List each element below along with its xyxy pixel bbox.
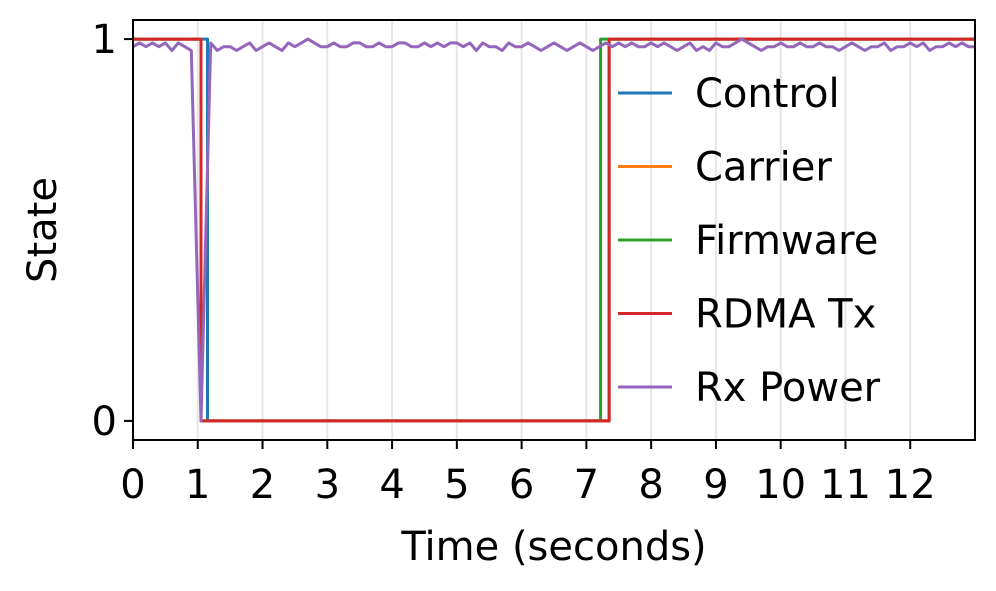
plot-frame (132, 19, 976, 441)
x-tick-label-6: 6 (509, 462, 534, 508)
x-axis-label: Time (seconds) (400, 524, 706, 570)
x-tick-label-0: 0 (120, 462, 145, 508)
legend-label-0: Control (695, 71, 840, 117)
x-tick-label-12: 12 (885, 462, 936, 508)
x-tick-label-11: 11 (820, 462, 871, 508)
series-line-3 (133, 37, 975, 423)
y-tick-label-1: 1 (92, 17, 117, 63)
x-tick-label-9: 9 (703, 462, 728, 508)
y-axis-label: State (20, 177, 66, 283)
x-tick-label-1: 1 (185, 462, 210, 508)
y-axis-ticks: 01 (92, 17, 133, 445)
series-line-4 (132, 37, 975, 423)
x-tick-label-5: 5 (444, 462, 469, 508)
x-tick-label-4: 4 (379, 462, 404, 508)
x-axis-ticks: 0 1 2 3 4 5 6 7 8 9 10 11 12 (120, 440, 936, 508)
legend-label-4: Rx Power (695, 365, 881, 411)
x-tick-label-10: 10 (755, 462, 806, 508)
legend: Control Carrier Firmware RDMA Tx Rx Power (618, 71, 881, 411)
legend-label-2: Firmware (695, 218, 878, 264)
plot-series (132, 37, 975, 423)
legend-label-3: RDMA Tx (695, 292, 876, 338)
legend-label-1: Carrier (695, 145, 832, 191)
x-tick-label-7: 7 (574, 462, 599, 508)
grid-lines (196, 20, 912, 440)
x-tick-label-8: 8 (638, 462, 663, 508)
x-tick-label-3: 3 (315, 462, 340, 508)
x-tick-label-2: 2 (250, 462, 275, 508)
y-tick-label-0: 0 (92, 399, 117, 445)
